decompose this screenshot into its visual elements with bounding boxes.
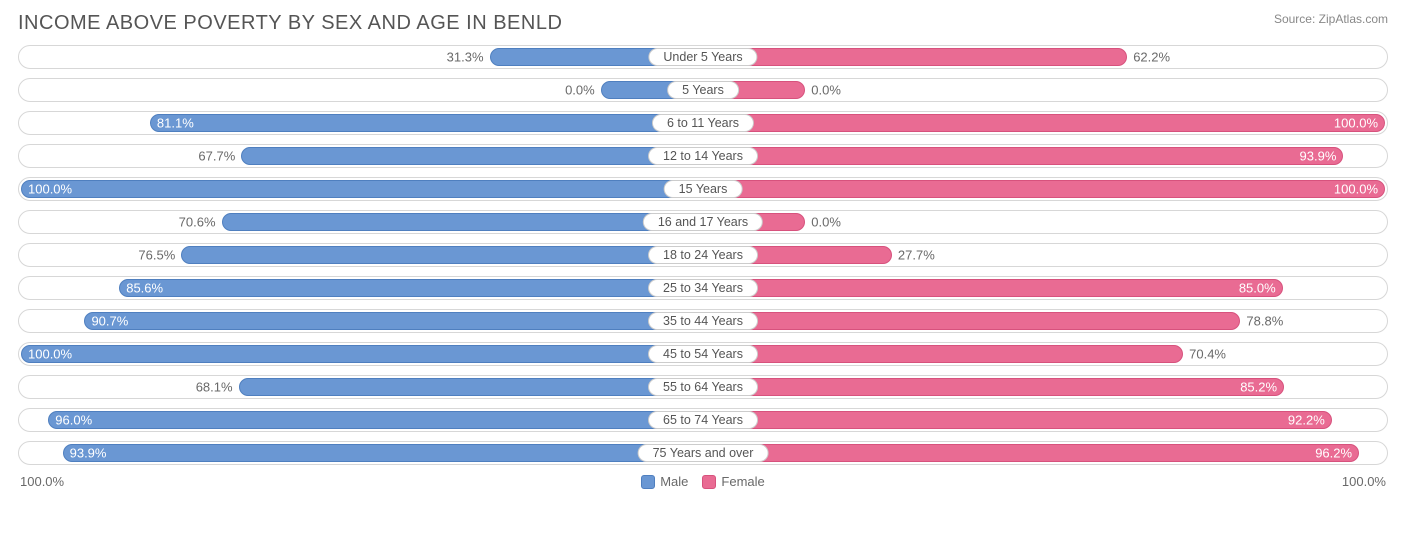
- male-value-label: 0.0%: [565, 83, 595, 98]
- male-bar: 93.9%: [63, 444, 703, 462]
- female-value-label: 85.0%: [1239, 281, 1276, 296]
- chart-row: 81.1% 100.0% 6 to 11 Years: [18, 111, 1388, 135]
- chart-row: 68.1% 85.2% 55 to 64 Years: [18, 375, 1388, 399]
- category-label: 75 Years and over: [638, 444, 769, 462]
- chart-row: 76.5% 27.7% 18 to 24 Years: [18, 243, 1388, 267]
- female-value-label: 100.0%: [1334, 116, 1378, 131]
- category-label: 45 to 54 Years: [648, 345, 758, 363]
- category-label: 25 to 34 Years: [648, 279, 758, 297]
- male-bar: 100.0%: [21, 180, 703, 198]
- female-bar: 96.2%: [703, 444, 1359, 462]
- female-bar: 85.2%: [703, 378, 1284, 396]
- male-value-label: 100.0%: [28, 347, 72, 362]
- male-value-label: 85.6%: [126, 281, 163, 296]
- female-value-label: 96.2%: [1315, 446, 1352, 461]
- male-value-label: 90.7%: [91, 314, 128, 329]
- female-value-label: 27.7%: [898, 248, 935, 263]
- male-bar: [241, 147, 703, 165]
- category-label: 6 to 11 Years: [652, 114, 754, 132]
- male-swatch-icon: [641, 475, 655, 489]
- chart-row: 100.0% 100.0% 15 Years: [18, 177, 1388, 201]
- category-label: 12 to 14 Years: [648, 147, 758, 165]
- female-bar: [703, 48, 1127, 66]
- female-bar: 85.0%: [703, 279, 1283, 297]
- category-label: 35 to 44 Years: [648, 312, 758, 330]
- male-bar: 96.0%: [48, 411, 703, 429]
- female-bar: 100.0%: [703, 180, 1385, 198]
- female-bar: 93.9%: [703, 147, 1343, 165]
- male-bar: [222, 213, 703, 231]
- legend-item-female: Female: [702, 474, 764, 489]
- chart-header: INCOME ABOVE POVERTY BY SEX AND AGE IN B…: [18, 12, 1388, 35]
- female-value-label: 0.0%: [811, 83, 841, 98]
- chart-row: 31.3% 62.2% Under 5 Years: [18, 45, 1388, 69]
- male-bar: [239, 378, 703, 396]
- male-value-label: 76.5%: [138, 248, 175, 263]
- category-label: 18 to 24 Years: [648, 246, 758, 264]
- male-value-label: 81.1%: [157, 116, 194, 131]
- chart-row: 70.6% 0.0% 16 and 17 Years: [18, 210, 1388, 234]
- category-label: Under 5 Years: [648, 48, 757, 66]
- chart-row: 67.7% 93.9% 12 to 14 Years: [18, 144, 1388, 168]
- female-value-label: 100.0%: [1334, 182, 1378, 197]
- male-bar: 100.0%: [21, 345, 703, 363]
- category-label: 5 Years: [667, 81, 739, 99]
- male-value-label: 67.7%: [198, 149, 235, 164]
- category-label: 55 to 64 Years: [648, 378, 758, 396]
- female-bar: 92.2%: [703, 411, 1332, 429]
- female-bar: [703, 345, 1183, 363]
- female-bar: [703, 312, 1240, 330]
- female-value-label: 78.8%: [1246, 314, 1283, 329]
- axis-right-label: 100.0%: [1342, 474, 1386, 489]
- category-label: 65 to 74 Years: [648, 411, 758, 429]
- male-bar: [181, 246, 703, 264]
- male-value-label: 93.9%: [70, 446, 107, 461]
- chart-row: 0.0% 0.0% 5 Years: [18, 78, 1388, 102]
- male-bar: 90.7%: [84, 312, 703, 330]
- chart-source: Source: ZipAtlas.com: [1274, 12, 1388, 26]
- male-value-label: 100.0%: [28, 182, 72, 197]
- female-value-label: 85.2%: [1240, 380, 1277, 395]
- axis-left-label: 100.0%: [20, 474, 64, 489]
- chart-row: 90.7% 78.8% 35 to 44 Years: [18, 309, 1388, 333]
- male-value-label: 68.1%: [196, 380, 233, 395]
- category-label: 15 Years: [664, 180, 743, 198]
- female-value-label: 92.2%: [1288, 413, 1325, 428]
- chart-row: 96.0% 92.2% 65 to 74 Years: [18, 408, 1388, 432]
- legend-male-label: Male: [660, 474, 688, 489]
- diverging-bar-chart: 31.3% 62.2% Under 5 Years 0.0% 0.0% 5 Years 81…: [18, 45, 1388, 465]
- legend-female-label: Female: [721, 474, 764, 489]
- legend-item-male: Male: [641, 474, 688, 489]
- category-label: 16 and 17 Years: [643, 213, 763, 231]
- male-value-label: 70.6%: [179, 215, 216, 230]
- male-value-label: 31.3%: [447, 50, 484, 65]
- chart-row: 85.6% 85.0% 25 to 34 Years: [18, 276, 1388, 300]
- male-bar: 85.6%: [119, 279, 703, 297]
- chart-footer: 100.0% Male Female 100.0%: [18, 474, 1388, 489]
- female-value-label: 0.0%: [811, 215, 841, 230]
- female-value-label: 62.2%: [1133, 50, 1170, 65]
- female-value-label: 70.4%: [1189, 347, 1226, 362]
- male-value-label: 96.0%: [55, 413, 92, 428]
- male-bar: 81.1%: [150, 114, 703, 132]
- chart-row: 100.0% 70.4% 45 to 54 Years: [18, 342, 1388, 366]
- female-swatch-icon: [702, 475, 716, 489]
- female-bar: 100.0%: [703, 114, 1385, 132]
- chart-title: INCOME ABOVE POVERTY BY SEX AND AGE IN B…: [18, 12, 562, 35]
- female-value-label: 93.9%: [1300, 149, 1337, 164]
- legend: Male Female: [641, 474, 765, 489]
- chart-row: 93.9% 96.2% 75 Years and over: [18, 441, 1388, 465]
